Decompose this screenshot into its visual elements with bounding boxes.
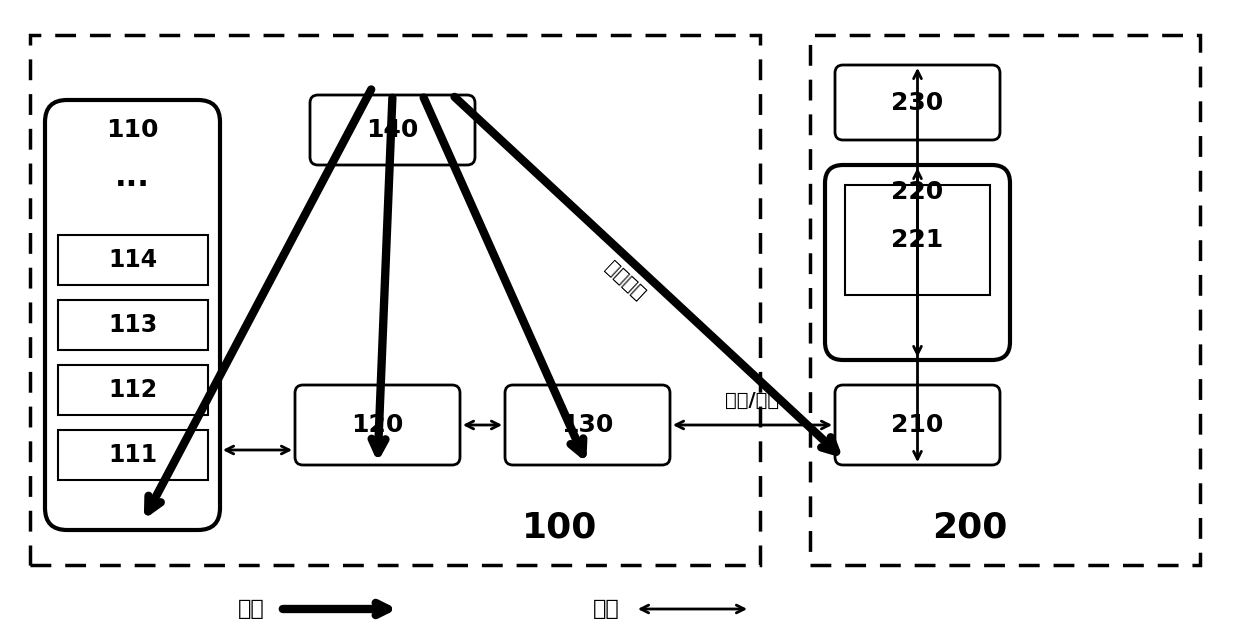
Text: 111: 111	[109, 443, 157, 467]
Text: 无线供能: 无线供能	[602, 258, 649, 303]
Text: 114: 114	[109, 248, 157, 272]
Text: 能量: 能量	[238, 599, 265, 619]
FancyBboxPatch shape	[45, 100, 221, 530]
Text: 100: 100	[523, 511, 597, 545]
Text: 210: 210	[891, 413, 944, 437]
Text: 113: 113	[108, 313, 157, 337]
FancyBboxPatch shape	[58, 300, 208, 350]
FancyBboxPatch shape	[58, 235, 208, 285]
FancyBboxPatch shape	[825, 165, 1010, 360]
Text: 140: 140	[367, 118, 419, 142]
FancyBboxPatch shape	[835, 385, 1000, 465]
Text: 200: 200	[932, 511, 1007, 545]
FancyBboxPatch shape	[295, 385, 460, 465]
Text: ···: ···	[114, 171, 150, 199]
Text: 发送/接收: 发送/接收	[726, 391, 779, 410]
Text: 130: 130	[561, 413, 613, 437]
FancyBboxPatch shape	[835, 65, 1000, 140]
FancyBboxPatch shape	[506, 385, 670, 465]
FancyBboxPatch shape	[30, 35, 760, 565]
Text: 221: 221	[891, 228, 944, 252]
FancyBboxPatch shape	[58, 430, 208, 480]
Text: 120: 120	[352, 413, 404, 437]
FancyBboxPatch shape	[810, 35, 1201, 565]
FancyBboxPatch shape	[845, 185, 990, 295]
Text: 112: 112	[109, 378, 157, 402]
Text: 信号: 信号	[593, 599, 620, 619]
FancyBboxPatch shape	[58, 365, 208, 415]
Text: 230: 230	[891, 90, 944, 115]
Text: 220: 220	[891, 180, 944, 204]
FancyBboxPatch shape	[310, 95, 475, 165]
Text: 110: 110	[107, 118, 159, 142]
